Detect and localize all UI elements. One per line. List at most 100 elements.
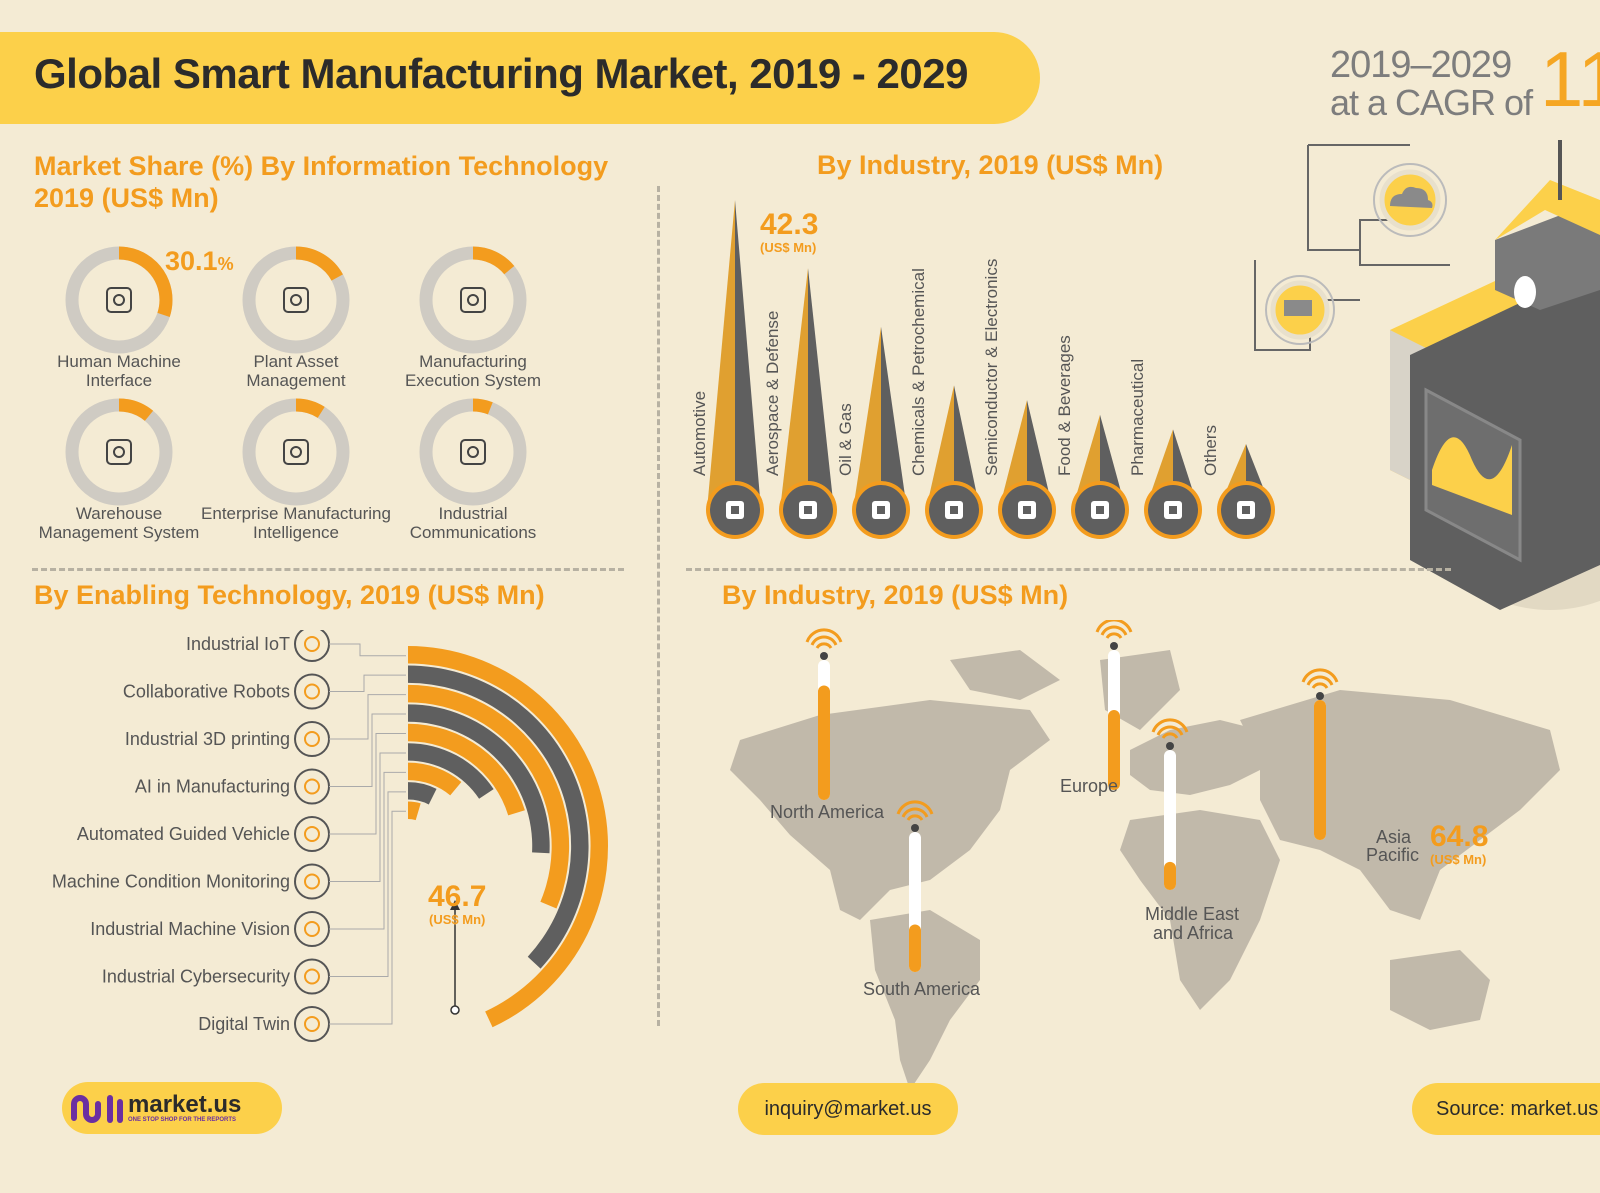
automotive-value-label: 42.3 (US$ Mn) <box>760 208 819 256</box>
airplane-icon <box>779 481 837 539</box>
radial-icon-industrial-cybersecurity <box>294 958 330 995</box>
gear-icon <box>706 481 764 539</box>
thermometer-north-america <box>805 628 843 800</box>
radial-icon-industrial-iot <box>294 630 330 662</box>
globe-head-icon <box>460 439 486 465</box>
world-map <box>730 620 1560 1090</box>
thermometer-south-america <box>896 800 934 972</box>
radial-label-machine-condition-monitoring: Machine Condition Monitoring <box>52 872 290 892</box>
donut-label-manufacturing-execution-system: Manufacturing Execution System <box>404 352 542 390</box>
radial-label-digital-twin: Digital Twin <box>198 1014 290 1034</box>
donut-arc-warehouse-management-system <box>65 398 173 506</box>
radial-bar-machine-condition-monitoring <box>408 743 494 799</box>
donut-arc-industrial-communications <box>419 398 527 506</box>
radial-icon-industrial-machine-vision <box>294 911 330 947</box>
email-link[interactable]: inquiry@market.us <box>738 1083 958 1135</box>
brand-logo[interactable]: market.us ONE STOP SHOP FOR THE REPORTS <box>62 1082 282 1134</box>
label-africa: and Africa <box>1153 923 1234 943</box>
world-map-landmasses <box>730 650 1560 1090</box>
radial-label-industrial-3d-printing: Industrial 3D printing <box>125 729 290 749</box>
radial-icon-ai-in-manufacturing <box>294 768 330 805</box>
donut-warehouse-management-system <box>65 398 173 506</box>
asia-pacific-value-label: 64.8 (US$ Mn) <box>1430 820 1489 868</box>
spike-label-pharmaceutical: Pharmaceutical <box>1128 359 1147 476</box>
robot-arm-icon <box>283 439 309 465</box>
donut-label-enterprise-manufacturing-intelligence: Enterprise Manufacturing Intelligence <box>201 504 391 542</box>
oil-barrel-icon <box>852 481 910 539</box>
hmi-share-value: 30.1% <box>165 246 234 276</box>
industry-spike-chart: Automotive Aerospace & Defense Oil & Gas Ch… <box>690 200 1275 539</box>
radial-icon-automated-guided-vehicle <box>294 816 330 852</box>
radial-bar-digital-twin <box>408 801 421 821</box>
radial-bar-collaborative-robots <box>408 665 589 969</box>
it-section-title: Market Share (%) By Information Technolo… <box>34 151 609 213</box>
machine-illustration <box>1254 140 1600 610</box>
donut-label-human-machine-interface: Human Machine Interface <box>57 352 181 390</box>
radial-icon-collaborative-robots <box>294 673 330 710</box>
donut-arc-plant-asset-management <box>242 246 350 354</box>
donut-arc-human-machine-interface <box>65 246 173 354</box>
label-middle-east: Middle East <box>1145 904 1240 924</box>
radial-bar-ai-in-manufacturing <box>408 704 550 854</box>
donut-label-industrial-communications: Industrial Communications <box>409 504 537 542</box>
label-north-america: North America <box>770 802 885 822</box>
spike-chemicals-petrochemical: Chemicals & Petrochemical <box>909 268 983 539</box>
radial-label-industrial-machine-vision: Industrial Machine Vision <box>90 919 290 939</box>
bottle-icon <box>1071 481 1129 539</box>
enabling-section-title: By Enabling Technology, 2019 (US$ Mn) <box>34 580 545 610</box>
source-link[interactable]: Source: market.us <box>1412 1083 1600 1135</box>
spike-pharmaceutical: Pharmaceutical <box>1128 359 1202 539</box>
pills-icon <box>1144 481 1202 539</box>
logo-text: market.us <box>128 1091 242 1118</box>
radial-bar-industrial-3d-printing <box>408 684 570 909</box>
industry-section-title: By Industry, 2019 (US$ Mn) <box>817 150 1164 180</box>
logo-mark-icon <box>71 1095 123 1123</box>
spike-semiconductor-electronics: Semiconductor & Electronics <box>982 259 1056 539</box>
it-donut-grid: Human Machine Interface Plant Asset Managem… <box>26 240 626 560</box>
iiot-value-label: 46.7 (US$ Mn) <box>428 880 487 928</box>
region-thermometers <box>805 620 1339 972</box>
spike-label-automotive: Automotive <box>690 391 709 476</box>
thermometer-middle-east-and-africa <box>1151 718 1189 890</box>
radial-label-ai-in-manufacturing: AI in Manufacturing <box>135 777 290 797</box>
radial-icon-digital-twin <box>294 1006 330 1042</box>
horizontal-divider-left <box>32 568 624 571</box>
radial-label-industrial-cybersecurity: Industrial Cybersecurity <box>102 967 290 987</box>
horizontal-divider-right <box>686 568 1451 571</box>
radial-label-collaborative-robots: Collaborative Robots <box>123 682 290 702</box>
donut-plant-asset-management <box>242 246 350 354</box>
cagr-value: 11 <box>1540 35 1600 123</box>
spike-label-semiconductor-electronics: Semiconductor & Electronics <box>982 259 1001 476</box>
region-section-title: By Industry, 2019 (US$ Mn) <box>722 580 1069 610</box>
cloud-icon <box>1390 186 1433 208</box>
donut-arc-manufacturing-execution-system <box>419 246 527 354</box>
spike-label-food-beverages: Food & Beverages <box>1055 335 1074 476</box>
factory-icon <box>925 481 983 539</box>
title-banner <box>0 32 1040 124</box>
radial-label-industrial-iot: Industrial IoT <box>186 634 290 654</box>
hmi-icon <box>106 287 132 313</box>
radial-icon-machine-condition-monitoring <box>294 863 330 900</box>
machine-icon <box>1217 481 1275 539</box>
donut-human-machine-interface <box>65 246 173 354</box>
enabling-radial-chart: Industrial IoT Collaborative Robots Indust… <box>52 630 608 1042</box>
asset-icon <box>283 287 309 313</box>
spike-label-chemicals-petrochemical: Chemicals & Petrochemical <box>909 268 928 476</box>
spike-label-oil-gas: Oil & Gas <box>836 403 855 476</box>
logo-tagline: ONE STOP SHOP FOR THE REPORTS <box>128 1117 237 1123</box>
thermometer-europe <box>1095 620 1133 790</box>
thermometer-asia-pacific <box>1301 668 1339 840</box>
donut-label-plant-asset-management: Plant Asset Management <box>246 352 346 390</box>
vertical-divider <box>657 186 660 1026</box>
page-title: Global Smart Manufacturing Market, 2019 … <box>34 50 968 97</box>
label-europe: Europe <box>1060 776 1119 796</box>
label-asia: Asia <box>1376 827 1412 847</box>
donut-label-warehouse-management-system: Warehouse Management System <box>38 504 200 542</box>
truck-icon <box>1284 300 1312 316</box>
radial-bar-industrial-iot <box>408 646 608 1028</box>
spike-food-beverages: Food & Beverages <box>1055 335 1129 539</box>
chip-icon <box>998 481 1056 539</box>
spike-automotive: Automotive <box>690 200 764 539</box>
spike-others: Others <box>1201 425 1275 539</box>
spike-label-aerospace-defense: Aerospace & Defense <box>763 311 782 476</box>
